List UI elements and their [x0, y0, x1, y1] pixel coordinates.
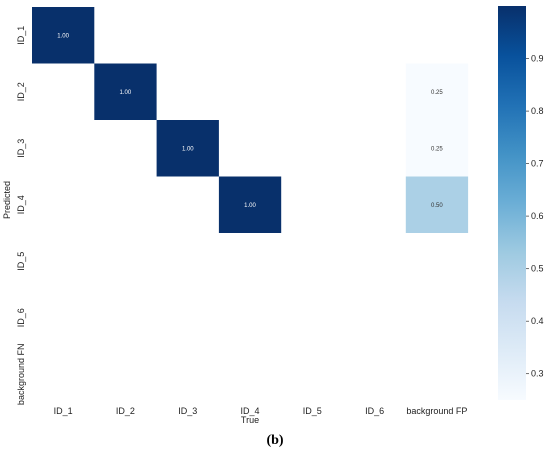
x-tick-label: ID_5	[303, 406, 322, 416]
y-tick-label: background FN	[16, 344, 26, 406]
heatmap-cell	[94, 63, 157, 120]
colorbar	[498, 6, 526, 400]
cell-value-label: 0.25	[431, 146, 443, 152]
colorbar-tick-label: 0.9	[531, 54, 544, 64]
colorbar-tick-label: 0.6	[531, 211, 544, 221]
y-tick-label: ID_6	[16, 308, 26, 327]
colorbar-tick-label: 0.5	[531, 264, 544, 274]
y-tick-label: ID_5	[16, 252, 26, 271]
x-tick-label: background FP	[406, 406, 467, 416]
x-tick-label: ID_2	[116, 406, 135, 416]
heatmap-cell	[405, 176, 469, 233]
heatmap-cell	[218, 176, 282, 233]
colorbar-ticks: 0.3 0.4 0.5 0.6 0.7 0.8 0.9	[526, 54, 544, 379]
y-tick-labels: ID_1 ID_2 ID_3 ID_4 ID_5 ID_6 background FN	[16, 26, 26, 405]
figure-caption: (b)	[266, 433, 283, 448]
y-axis-label: Predicted	[2, 181, 12, 219]
heatmap-cells: 1.00 1.00 1.00 1.00 0.25 0.25 0.50	[32, 7, 469, 233]
cell-value-label: 1.00	[182, 146, 194, 152]
y-tick-label: ID_2	[16, 82, 26, 101]
colorbar-tick-label: 0.8	[531, 106, 544, 116]
x-axis-label: True	[241, 415, 259, 425]
heatmap-cell	[32, 7, 95, 64]
y-tick-label: ID_1	[16, 26, 26, 45]
y-tick-label: ID_4	[16, 195, 26, 214]
colorbar-tick-label: 0.7	[531, 159, 544, 169]
cell-value-label: 1.00	[244, 203, 256, 209]
x-tick-label: ID_3	[178, 406, 197, 416]
colorbar-tick-label: 0.4	[531, 316, 544, 326]
x-tick-labels: ID_1 ID_2 ID_3 ID_4 ID_5 ID_6 background FP	[54, 406, 468, 416]
x-tick-label: ID_4	[240, 406, 259, 416]
cell-value-label: 0.50	[431, 203, 443, 209]
heatmap-cell	[405, 63, 469, 120]
y-tick-label: ID_3	[16, 139, 26, 158]
heatmap-cell	[405, 120, 469, 177]
heatmap-cell	[156, 120, 219, 177]
cell-value-label: 1.00	[120, 90, 132, 96]
cell-value-label: 0.25	[431, 90, 443, 96]
x-tick-label: ID_1	[54, 406, 73, 416]
x-tick-label: ID_6	[365, 406, 384, 416]
colorbar-tick-label: 0.3	[531, 369, 544, 379]
cell-value-label: 1.00	[57, 33, 69, 39]
